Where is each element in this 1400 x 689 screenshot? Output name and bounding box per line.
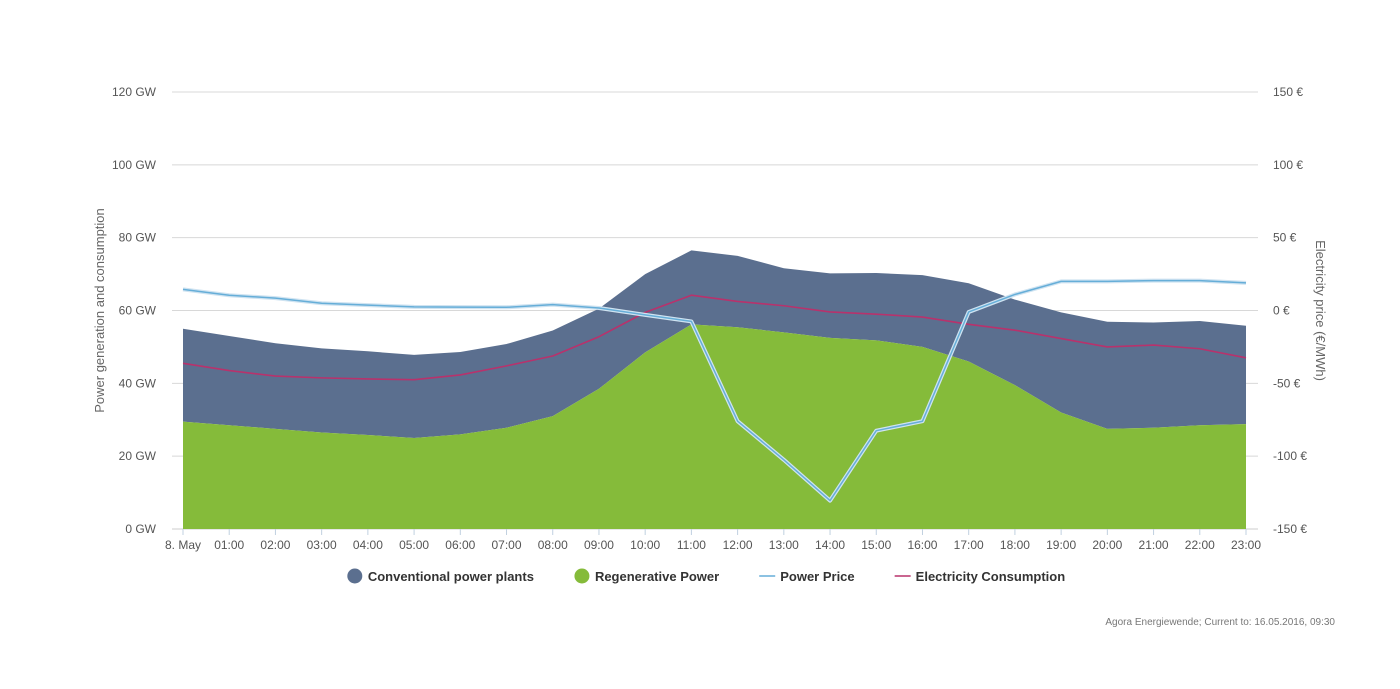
x-tick-label: 10:00: [630, 538, 660, 552]
x-tick-label: 16:00: [907, 538, 937, 552]
legend-item-conventional-power-plants: Conventional power plants: [347, 568, 534, 584]
x-tick-label: 01:00: [214, 538, 244, 552]
legend-label: Electricity Consumption: [916, 569, 1066, 584]
area-series: [183, 250, 1246, 529]
x-tick-label: 23:00: [1231, 538, 1261, 552]
line-power-price: [182, 279, 1247, 502]
x-tick-label: 09:00: [584, 538, 614, 552]
x-tick-label: 11:00: [677, 538, 706, 552]
x-tick-label: 02:00: [260, 538, 290, 552]
x-axis: 8. May 01:00 02:00 03:00 04:00 05:00 06:00 07:0…: [165, 529, 1261, 552]
x-tick-label: 13:00: [769, 538, 799, 552]
x-tick-label: 18:00: [1000, 538, 1030, 552]
x-tick-label: 14:00: [815, 538, 845, 552]
x-tick-label: 17:00: [954, 538, 984, 552]
left-tick-label: 120 GW: [112, 85, 157, 99]
x-tick-label: 12:00: [723, 538, 753, 552]
legend-marker: [574, 568, 590, 584]
legend-item-power-price: Power Price: [759, 569, 855, 584]
x-tick-label: 05:00: [399, 538, 429, 552]
x-tick-label: 20:00: [1092, 538, 1122, 552]
area-conventional-power-plants: [183, 250, 1246, 438]
left-axis: 0 GW 20 GW 40 GW 60 GW 80 GW 100 GW 120 GW: [112, 85, 157, 536]
right-tick-label: 150 €: [1273, 85, 1303, 99]
right-tick-label: -150 €: [1273, 522, 1307, 536]
x-tick-label: 15:00: [861, 538, 891, 552]
line-series: [182, 278, 1247, 503]
legend: Conventional power plants Regenerative Po…: [347, 568, 1066, 584]
left-tick-label: 0 GW: [125, 522, 156, 536]
right-axis: -150 € -100 € -50 € 0 € 50 € 100 € 150 €: [1273, 85, 1307, 536]
right-tick-label: 100 €: [1273, 158, 1303, 172]
right-axis-title: Electricity price (€/MWh): [1313, 240, 1328, 381]
legend-label: Power Price: [780, 569, 854, 584]
x-tick-label: 19:00: [1046, 538, 1076, 552]
legend-label: Regenerative Power: [595, 569, 719, 584]
x-tick-label: 06:00: [445, 538, 475, 552]
left-axis-title: Power generation and consumption: [92, 208, 107, 413]
right-tick-label: 50 €: [1273, 231, 1297, 245]
left-tick-label: 20 GW: [119, 449, 157, 463]
credit-text: Agora Energiewende; Current to: 16.05.20…: [1105, 617, 1335, 628]
legend-item-electricity-consumption: Electricity Consumption: [894, 569, 1066, 584]
x-tick-label: 8. May: [165, 538, 201, 552]
x-tick-label: 07:00: [492, 538, 522, 552]
x-tick-label: 04:00: [353, 538, 383, 552]
right-tick-label: -50 €: [1273, 376, 1301, 390]
left-tick-label: 40 GW: [119, 376, 157, 390]
right-tick-label: 0 €: [1273, 304, 1290, 318]
x-tick-label: 03:00: [307, 538, 337, 552]
x-tick-label: 21:00: [1139, 538, 1169, 552]
legend-marker: [347, 568, 363, 584]
x-tick-label: 08:00: [538, 538, 568, 552]
line-electricity-consumption: [182, 294, 1247, 381]
legend-label: Conventional power plants: [368, 569, 534, 584]
left-tick-label: 80 GW: [119, 231, 157, 245]
area-regenerative-power: [183, 324, 1246, 529]
right-tick-label: -100 €: [1273, 449, 1307, 463]
x-tick-label: 22:00: [1185, 538, 1215, 552]
legend-item-regenerative-power: Regenerative Power: [574, 568, 719, 584]
left-tick-label: 60 GW: [119, 304, 157, 318]
left-tick-label: 100 GW: [112, 158, 157, 172]
